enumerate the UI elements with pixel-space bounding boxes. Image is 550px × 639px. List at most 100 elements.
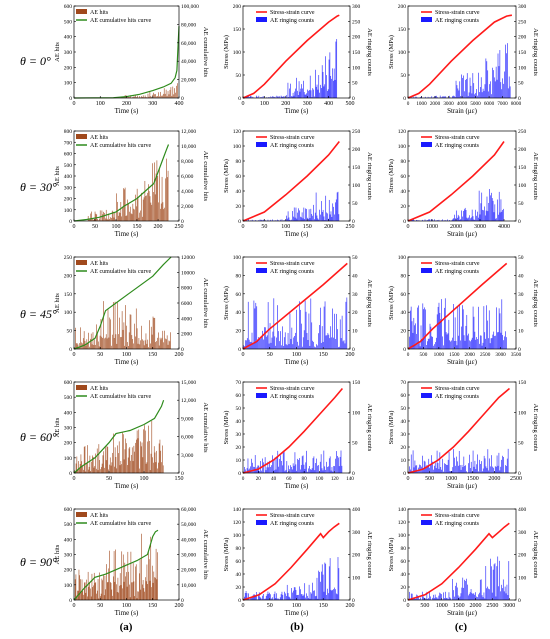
- bar: [97, 579, 99, 600]
- y2-tick-label: 50: [352, 441, 358, 447]
- bar: [304, 468, 306, 473]
- bar: [499, 50, 501, 98]
- bar: [79, 343, 81, 349]
- bar: [317, 345, 318, 349]
- bar: [132, 339, 134, 349]
- y2-tick-label: 150: [518, 165, 527, 171]
- bar: [280, 95, 282, 98]
- bar: [412, 450, 414, 473]
- bar: [444, 96, 446, 98]
- bar: [96, 590, 98, 600]
- bar: [333, 206, 334, 221]
- bar: [479, 335, 481, 349]
- y-axis-label-b-0: Stress (MPa): [223, 35, 230, 69]
- bar: [420, 597, 421, 600]
- bar: [167, 344, 169, 349]
- y-tick-label: 70: [236, 380, 242, 386]
- bar: [107, 309, 109, 349]
- bar: [309, 598, 311, 600]
- bar: [131, 454, 132, 473]
- bar: [425, 309, 426, 349]
- bar: [337, 191, 339, 221]
- bar: [159, 168, 160, 221]
- bar: [506, 458, 508, 473]
- bar: [99, 335, 101, 349]
- bar: [156, 579, 158, 600]
- y-tick-label: 200: [64, 441, 73, 447]
- y-tick-label: 100: [233, 144, 242, 150]
- x-axis-label-c-45: Strain (με): [447, 358, 477, 366]
- bar: [474, 94, 475, 98]
- bar: [143, 197, 145, 221]
- x-axis-b-60: 0 20 40 60 80 100 120 140: [242, 471, 354, 482]
- y-tick-label: 0: [69, 96, 72, 102]
- bar: [462, 309, 464, 349]
- bar: [112, 211, 114, 221]
- bar: [312, 340, 314, 349]
- y2-tick-label: 200: [518, 147, 527, 153]
- bar: [338, 347, 339, 349]
- bar: [429, 323, 431, 349]
- x-tick-label: 7000: [497, 101, 508, 107]
- bar: [289, 597, 291, 600]
- bar: [327, 90, 328, 98]
- bar: [409, 466, 410, 473]
- bar: [111, 210, 113, 221]
- bar: [451, 471, 453, 473]
- bar: [157, 552, 158, 600]
- bar: [279, 341, 280, 349]
- y-tick-label: 150: [233, 27, 242, 33]
- x-axis-label-b-45: Time (s): [285, 358, 309, 366]
- y2-tick-label: 8000: [181, 286, 192, 292]
- bar: [92, 455, 93, 473]
- x-tick-label: 200: [346, 352, 355, 358]
- bar: [463, 75, 464, 98]
- bar: [333, 465, 335, 473]
- bar: [294, 335, 295, 349]
- bar: [460, 96, 461, 98]
- y-axis-label-b-30: Stress (MPa): [223, 159, 230, 193]
- bar: [336, 594, 338, 600]
- bar: [119, 585, 120, 600]
- bar: [332, 308, 333, 349]
- bar: [494, 204, 496, 221]
- bar: [129, 314, 131, 349]
- bar: [454, 457, 455, 473]
- bar: [155, 577, 156, 600]
- bar: [133, 343, 134, 349]
- bar: [125, 576, 126, 600]
- x-tick-label: 2000: [430, 101, 441, 107]
- bar: [244, 592, 246, 600]
- bar: [459, 81, 461, 98]
- bar: [291, 219, 292, 221]
- bar: [482, 468, 484, 473]
- bar: [473, 219, 475, 221]
- bar: [425, 598, 427, 600]
- x-tick-label: 0: [407, 101, 410, 107]
- x-tick-label: 0: [73, 603, 76, 609]
- bar: [87, 469, 89, 473]
- y2-tick-label: 0: [518, 96, 521, 102]
- bar: [128, 345, 129, 349]
- x-tick-label: 80: [302, 476, 308, 482]
- legend-label: AE hits: [90, 135, 109, 141]
- bar: [283, 337, 285, 349]
- bar: [90, 596, 92, 600]
- bar: [314, 596, 316, 600]
- bar: [466, 217, 468, 221]
- bar: [427, 220, 428, 221]
- row-label-45: θ = 45°: [20, 307, 57, 321]
- bar: [116, 343, 118, 349]
- stress-strain-line-b-90: [242, 522, 340, 601]
- x-axis-label-a-90: Time (s): [115, 609, 139, 617]
- bar: [251, 597, 252, 600]
- bar: [161, 176, 163, 221]
- x-tick-label: 2500: [510, 476, 522, 482]
- bar: [337, 455, 338, 473]
- y2-axis-label-a-0: AE cumulative hits: [202, 27, 209, 78]
- bar: [474, 460, 476, 473]
- bar: [281, 219, 283, 221]
- y-tick-label: 120: [233, 520, 242, 526]
- bar: [147, 93, 149, 98]
- y-axis-label-c-0: Stress (MPa): [388, 35, 395, 69]
